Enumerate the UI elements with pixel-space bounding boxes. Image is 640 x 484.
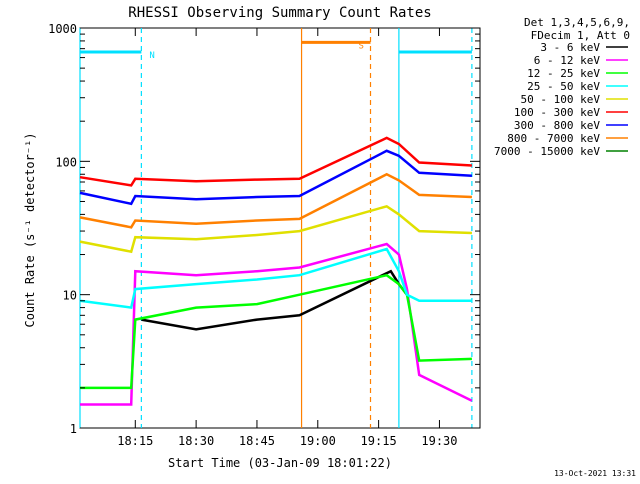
series-line-2 — [80, 273, 472, 390]
y-tick-label-1: 10 — [63, 289, 77, 303]
series-line-6 — [79, 149, 472, 206]
x-tick-label-4: 19:15 — [361, 434, 397, 448]
y-axis-label: Count Rate (s⁻¹ detector⁻¹) — [23, 132, 37, 327]
legend-label-3: 25 - 50 keV — [527, 80, 600, 93]
legend-label-1: 6 - 12 keV — [534, 54, 601, 67]
legend-label-4: 50 - 100 keV — [521, 93, 601, 106]
y-tick-label-0: 1 — [70, 422, 77, 436]
legend-label-5: 100 - 300 keV — [514, 106, 600, 119]
chart-title: RHESSI Observing Summary Count Rates — [128, 5, 431, 21]
y-tick-label-3: 1000 — [48, 22, 77, 36]
series-line-7 — [79, 172, 472, 229]
series-line-3 — [79, 247, 472, 309]
legend-label-0: 3 - 6 keV — [540, 41, 600, 54]
x-tick-label-1: 18:30 — [178, 434, 214, 448]
x-tick-label-2: 18:45 — [239, 434, 275, 448]
legend-label-6: 300 - 800 keV — [514, 119, 600, 132]
series-line-4 — [79, 204, 472, 254]
legend-label-2: 12 - 25 keV — [527, 67, 600, 80]
x-tick-label-0: 18:15 — [117, 434, 153, 448]
y-tick-label-2: 100 — [55, 155, 77, 169]
x-axis-label: Start Time (03-Jan-09 18:01:22) — [168, 456, 392, 470]
state-bar-label-s: S — [359, 41, 364, 51]
legend-header-line-1: Det 1,3,4,5,6,9, — [524, 16, 630, 29]
x-tick-label-3: 19:00 — [300, 434, 336, 448]
legend-label-8: 7000 - 15000 keV — [494, 145, 600, 158]
plot-layer: N S 18:15 18:30 18:45 19:00 19:15 19:30 1 10 100 10… — [48, 22, 628, 448]
state-bar-label-n: N — [149, 51, 154, 61]
legend-label-7: 800 - 7000 keV — [507, 132, 600, 145]
x-tick-label-5: 19:30 — [421, 434, 457, 448]
footer-date: 13-Oct-2021 13:31 — [554, 469, 636, 478]
series-line-5 — [79, 136, 472, 187]
legend-header-line-2: FDecim 1, Att 0 — [531, 29, 630, 42]
